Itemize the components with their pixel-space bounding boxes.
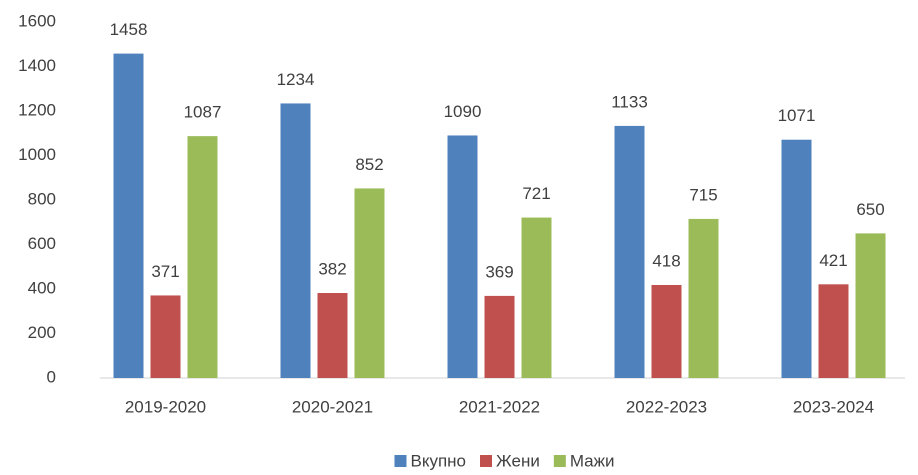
legend-swatch: [394, 455, 407, 467]
x-tick-label: 2021-2022: [459, 397, 540, 416]
data-label: 650: [856, 200, 884, 219]
data-label: 852: [355, 155, 383, 174]
bar: [855, 233, 886, 378]
bar: [354, 188, 385, 378]
legend-label: Мажи: [570, 451, 615, 470]
data-label: 369: [485, 262, 513, 281]
legend: Вкупно Жени Мажи: [394, 451, 615, 470]
bar: [187, 136, 218, 378]
y-tick-label: 1200: [18, 100, 56, 119]
y-tick-label: 800: [28, 189, 56, 208]
bar: [317, 293, 348, 378]
data-label: 715: [689, 185, 717, 204]
bar: [651, 284, 682, 378]
legend-swatch: [480, 455, 492, 467]
data-label: 418: [652, 251, 680, 270]
data-label: 721: [522, 184, 550, 203]
bar: [688, 218, 719, 378]
bar: [781, 139, 812, 378]
data-label: 1071: [778, 106, 816, 125]
bar: [113, 53, 144, 378]
data-label: 1458: [110, 20, 148, 39]
data-label: 1234: [277, 70, 315, 89]
bar: [484, 295, 515, 378]
y-tick-label: 1400: [18, 56, 56, 75]
x-tick-label: 2023-2024: [793, 397, 874, 416]
legend-label: Жени: [496, 451, 540, 470]
data-label: 382: [318, 259, 346, 278]
x-tick-label: 2022-2023: [626, 397, 707, 416]
bar: [447, 135, 478, 378]
data-label: 1087: [184, 103, 222, 122]
data-label: 1090: [444, 102, 482, 121]
bar: [521, 217, 552, 378]
y-tick-label: 1600: [18, 11, 56, 30]
bar: [818, 284, 849, 378]
y-tick-label: 200: [28, 323, 56, 342]
bar: [280, 103, 311, 378]
x-tick-label: 2020-2021: [292, 397, 373, 416]
data-label: 371: [151, 262, 179, 281]
x-tick-label: 2019-2020: [125, 397, 206, 416]
legend-swatch: [553, 455, 566, 467]
data-label: 1133: [611, 92, 648, 111]
bar: [614, 125, 645, 378]
legend-label: Вкупно: [410, 451, 466, 470]
y-tick-label: 400: [28, 278, 56, 297]
y-tick-label: 0: [47, 367, 56, 386]
data-label: 421: [819, 251, 847, 270]
bar: [150, 295, 181, 378]
y-tick-label: 600: [28, 234, 56, 253]
y-tick-label: 1000: [18, 145, 56, 164]
